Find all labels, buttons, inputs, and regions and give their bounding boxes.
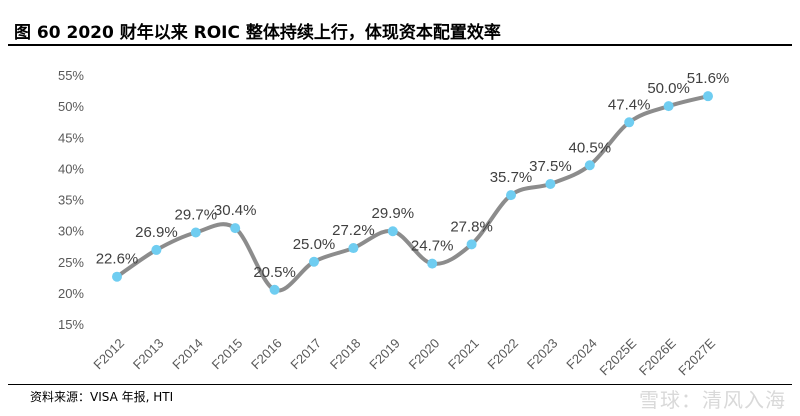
data-label: 20.5% (253, 264, 296, 281)
data-point-marker (112, 271, 122, 282)
y-tick-label: 15% (58, 317, 84, 332)
x-tick-label: F2012 (90, 336, 127, 373)
x-tick-label: F2024 (563, 336, 600, 373)
data-label: 35.7% (490, 169, 533, 186)
source-note: 资料来源：VISA 年报, HTI (30, 390, 174, 404)
data-point-marker (506, 190, 516, 201)
roic-series-line (115, 94, 710, 293)
x-tick-label: F2021 (445, 336, 482, 373)
y-tick-label: 50% (58, 99, 84, 114)
data-markers (112, 91, 713, 295)
data-label: 47.4% (608, 96, 651, 113)
data-label: 40.5% (569, 139, 612, 156)
data-point-marker (269, 284, 280, 295)
data-labels: 22.6% 26.9%29.7%30.4% 20.5% 25.0%27.2%29.9%… (96, 70, 730, 281)
data-label: 29.9% (372, 205, 415, 222)
data-label: 27.2% (332, 222, 375, 239)
data-label: 25.0% (293, 236, 336, 253)
data-label: 27.8% (450, 218, 493, 235)
x-axis: F2012 F2013 F2014 F2015 F2016 F2017 F2018 F2019… (90, 335, 718, 378)
data-point-marker (151, 244, 162, 255)
data-point-marker (427, 258, 438, 269)
data-label: 22.6% (96, 251, 139, 268)
data-point-marker (309, 256, 319, 267)
y-tick-label: 45% (58, 130, 84, 145)
data-point-marker (624, 117, 635, 128)
data-point-marker (190, 227, 201, 238)
x-tick-label: F2015 (209, 336, 246, 373)
y-tick-label: 25% (58, 255, 84, 270)
data-label: 26.9% (135, 224, 178, 241)
data-label: 24.7% (411, 238, 454, 255)
y-tick-label: 55% (58, 68, 84, 83)
y-tick-label: 40% (58, 161, 84, 176)
data-point-marker (466, 239, 477, 250)
x-tick-label: F2017 (287, 336, 324, 373)
x-tick-label: F2026E (636, 335, 679, 378)
x-tick-label: F2018 (327, 336, 364, 373)
x-tick-label: F2023 (524, 336, 561, 373)
x-tick-label: F2019 (366, 336, 403, 373)
data-point-marker (348, 243, 359, 254)
y-axis: 15% 20% 25% 30% 35% 40% 45% 50% 55% (58, 68, 84, 332)
x-tick-label: F2025E (597, 335, 640, 378)
data-label: 29.7% (175, 206, 218, 223)
y-tick-label: 30% (58, 224, 84, 239)
data-label: 50.0% (647, 80, 690, 97)
footer-divider (8, 384, 792, 385)
data-point-marker (663, 101, 674, 112)
data-point-marker (703, 91, 713, 102)
roic-line-chart: 15%20%25%30%35%40%45%50%55% F2012 F2013 F2… (58, 68, 730, 378)
watermark: 雪球：清风入海 (639, 388, 786, 412)
y-tick-label: 20% (58, 286, 84, 301)
chart-title: 图 60 2020 财年以来 ROIC 整体持续上行，体现资本配置效率 (14, 23, 501, 43)
title-bar: 图 60 2020 财年以来 ROIC 整体持续上行，体现资本配置效率 (8, 14, 792, 46)
y-tick-label: 35% (58, 193, 84, 208)
x-tick-label: F2020 (406, 336, 443, 373)
x-tick-label: F2016 (248, 336, 285, 373)
data-label: 51.6% (687, 70, 730, 87)
x-tick-label: F2014 (169, 336, 206, 373)
x-tick-label: F2027E (675, 335, 718, 378)
data-label: 37.5% (529, 158, 572, 175)
data-point-marker (230, 223, 241, 234)
data-point-marker (387, 226, 398, 237)
x-tick-label: F2022 (484, 336, 521, 373)
data-point-marker (545, 178, 556, 189)
x-tick-label: F2013 (130, 336, 167, 373)
data-point-marker (584, 160, 595, 171)
data-label: 30.4% (214, 202, 257, 219)
